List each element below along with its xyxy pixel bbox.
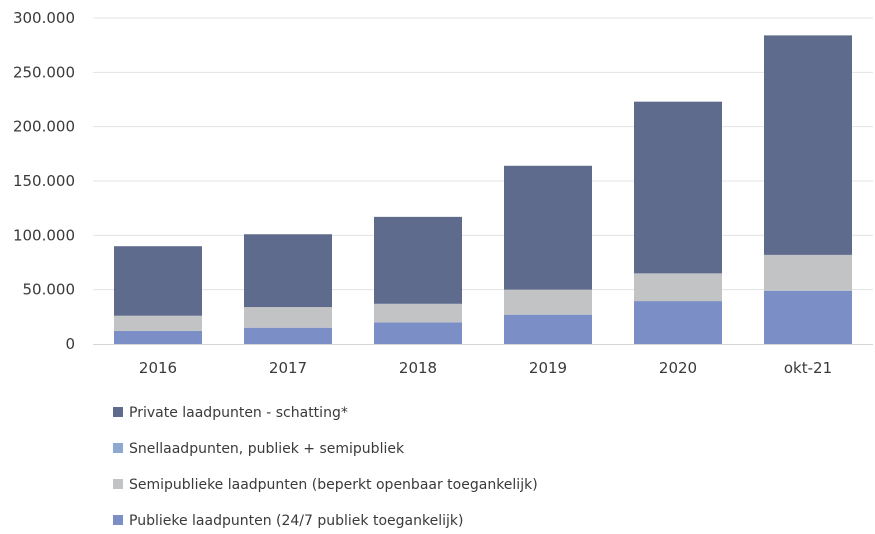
- y-axis-tick-labels: 0 50.000 100.000 150.000 200.000 250.000 300.0…: [13, 9, 75, 353]
- bar-segment: [634, 301, 722, 344]
- x-tick-label: 2016: [139, 359, 177, 377]
- bar-segment: [114, 315, 202, 331]
- gridlines: [93, 17, 873, 291]
- legend-label: Publieke laadpunten (24/7 publiek toegan…: [129, 513, 463, 529]
- bar-segment: [244, 307, 332, 328]
- bar-segment: [374, 322, 462, 344]
- bar-segment: [244, 234, 332, 308]
- legend: Private laadpunten - schatting* Snellaadp…: [113, 405, 538, 529]
- bar-segment: [244, 327, 332, 344]
- bar-segment: [374, 303, 462, 323]
- y-tick-label: 100.000: [13, 226, 75, 244]
- bar-segment: [634, 273, 722, 302]
- legend-label: Semipublieke laadpunten (beperkt openbaa…: [129, 477, 538, 493]
- y-tick-label: 0: [65, 335, 75, 353]
- x-axis-tick-labels: 2016 2017 2018 2019 2020 okt-21: [139, 359, 832, 377]
- bar-segment: [504, 165, 592, 290]
- legend-label: Private laadpunten - schatting*: [129, 405, 348, 421]
- x-tick-label: 2020: [659, 359, 697, 377]
- bar-segment: [114, 246, 202, 316]
- bar-segment: [764, 290, 852, 344]
- bar-segment: [504, 314, 592, 344]
- x-tick-label: okt-21: [784, 359, 832, 377]
- x-tick-label: 2019: [529, 359, 567, 377]
- bar-segment: [504, 289, 592, 315]
- bar-segment: [764, 254, 852, 291]
- bars: [114, 35, 852, 344]
- y-tick-label: 300.000: [13, 9, 75, 27]
- x-tick-label: 2017: [269, 359, 307, 377]
- legend-swatch: [113, 407, 123, 417]
- y-tick-label: 150.000: [13, 172, 75, 190]
- legend-label: Snellaadpunten, publiek + semipubliek: [129, 441, 405, 457]
- y-tick-label: 200.000: [13, 118, 75, 136]
- legend-swatch: [113, 479, 123, 489]
- bar-segment: [114, 330, 202, 344]
- y-tick-label: 50.000: [23, 281, 76, 299]
- y-tick-label: 250.000: [13, 63, 75, 81]
- bar-segment: [374, 216, 462, 304]
- bar-segment: [764, 35, 852, 255]
- x-tick-label: 2018: [399, 359, 437, 377]
- legend-swatch: [113, 515, 123, 525]
- legend-swatch: [113, 443, 123, 453]
- bar-segment: [634, 101, 722, 274]
